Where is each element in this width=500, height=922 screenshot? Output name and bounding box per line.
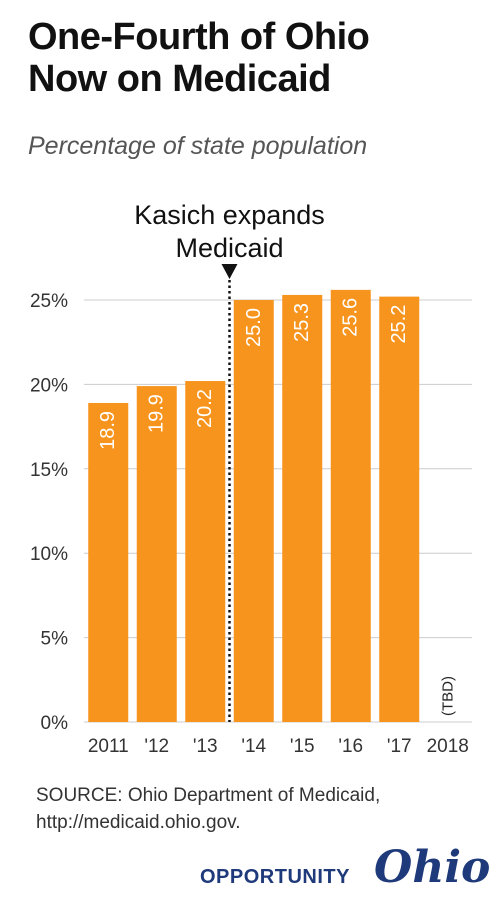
source-note: SOURCE: Ohio Department of Medicaid, htt… (36, 782, 476, 836)
x-tick-label: 2011 (88, 736, 129, 757)
y-tick-label: 25% (30, 291, 68, 312)
title-line-1: One-Fourth of Ohio (28, 16, 370, 58)
bar-value-label: 18.9 (97, 411, 119, 450)
y-tick-label: 5% (41, 629, 69, 650)
bar (282, 294, 323, 722)
bar-value-label: 20.2 (194, 389, 216, 428)
y-tick-label: 15% (30, 460, 68, 481)
y-tick-label: 20% (30, 375, 68, 396)
bar-value-label: 25.0 (243, 308, 265, 347)
brand-wordmark: OPPORTUNITY (200, 866, 350, 888)
source-line-1: SOURCE: Ohio Department of Medicaid, (36, 785, 381, 806)
bar-value-label: (TBD) (439, 676, 456, 716)
bar (330, 289, 371, 722)
x-tick-label: '12 (144, 736, 169, 757)
title-line-2: Now on Medicaid (28, 58, 331, 100)
bar (185, 381, 226, 722)
bar-value-label: 19.9 (146, 394, 168, 433)
bar (88, 402, 129, 722)
annotation-label: Medicaid (175, 233, 283, 263)
annotation-label: Kasich expands (134, 200, 325, 230)
annotation-arrow (221, 264, 238, 279)
x-tick-label: '16 (338, 736, 363, 757)
x-tick-label: '13 (193, 736, 218, 757)
x-tick-label: '14 (241, 736, 266, 757)
bar-value-label: 25.6 (340, 298, 362, 337)
bar (136, 386, 177, 722)
source-line-2: http://medicaid.ohio.gov. (36, 812, 241, 833)
x-tick-label: '15 (290, 736, 315, 757)
y-tick-label: 0% (41, 713, 69, 734)
x-tick-label: '17 (387, 736, 412, 757)
chart-title: One-Fourth of Ohio Now on Medicaid (28, 16, 478, 100)
bar-chart: 0% 5% 10% 15% 20% 25% 18.9 19.9 20.2 25.0 25.3 25.6… (30, 200, 472, 757)
brand-logo: OPPORTUNITY Ohio (0, 842, 490, 912)
chart-subtitle: Percentage of state population (28, 132, 368, 160)
bar (233, 300, 274, 722)
brand-script-logo: Ohio (374, 842, 491, 893)
bar-value-label: 25.3 (291, 303, 313, 342)
bar (379, 296, 420, 722)
y-tick-label: 10% (30, 544, 68, 565)
bar-value-label: 25.2 (388, 305, 410, 344)
x-tick-label: 2018 (427, 736, 469, 757)
